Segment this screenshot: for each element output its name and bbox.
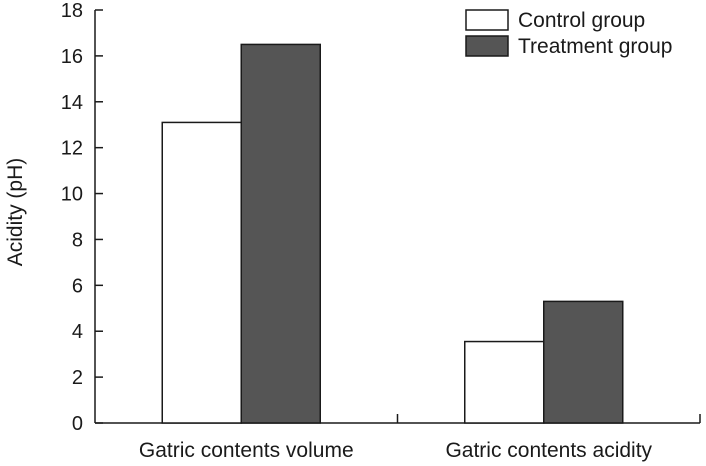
y-tick-label: 10 (61, 184, 83, 206)
y-tick-label: 18 (61, 0, 83, 22)
x-tick-label: Gatric contents acidity (445, 439, 652, 462)
bar-treatment-1 (240, 43, 321, 424)
y-tick-label: 8 (72, 229, 83, 251)
legend: Control group Treatment group (465, 9, 672, 58)
legend-label: Treatment group (518, 35, 672, 58)
y-tick-label: 14 (61, 92, 83, 114)
x-tick-label: Gatric contents volume (139, 439, 354, 462)
plot-area: 0 2 4 6 8 10 12 14 16 18 Gatric contents volume Gat… (61, 0, 701, 462)
y-tick-label: 0 (72, 413, 83, 435)
bar-control-1 (161, 121, 242, 424)
y-tick-label: 12 (61, 138, 83, 160)
y-axis-title: Acidity (pH) (4, 158, 27, 267)
y-tick-label: 6 (72, 275, 83, 297)
y-tick-label: 2 (72, 367, 83, 389)
y-tick-label: 4 (72, 321, 83, 343)
y-tick-label: 16 (61, 46, 83, 68)
bar-treatment-2 (543, 300, 624, 424)
legend-label: Control group (518, 9, 645, 32)
bar-control-2 (464, 340, 545, 424)
legend-swatch (465, 9, 509, 31)
legend-swatch (465, 35, 509, 57)
